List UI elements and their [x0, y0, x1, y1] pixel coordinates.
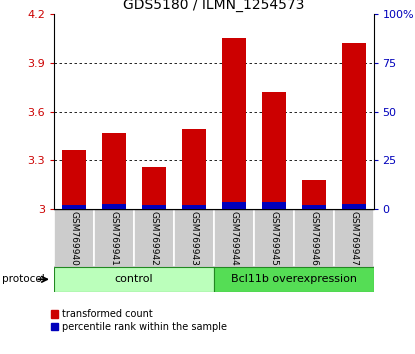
- Bar: [54, 209, 94, 267]
- Bar: [254, 209, 294, 267]
- Text: GSM769941: GSM769941: [110, 211, 118, 266]
- Text: GSM769947: GSM769947: [349, 211, 358, 266]
- Bar: [134, 209, 174, 267]
- Bar: [102, 133, 126, 209]
- Text: control: control: [115, 274, 153, 284]
- Bar: [182, 129, 206, 209]
- Text: GSM769940: GSM769940: [69, 211, 78, 266]
- Bar: [262, 92, 286, 209]
- Text: GSM769943: GSM769943: [189, 211, 198, 266]
- Text: protocol: protocol: [2, 274, 45, 284]
- Bar: [262, 202, 286, 209]
- Bar: [214, 267, 374, 292]
- Text: GSM769944: GSM769944: [229, 211, 238, 266]
- Bar: [54, 267, 214, 292]
- Text: GSM769946: GSM769946: [309, 211, 318, 266]
- Bar: [102, 204, 126, 209]
- Bar: [142, 167, 166, 209]
- Bar: [182, 205, 206, 209]
- Text: GSM769945: GSM769945: [269, 211, 278, 266]
- Bar: [294, 209, 334, 267]
- Legend: transformed count, percentile rank within the sample: transformed count, percentile rank withi…: [51, 309, 227, 332]
- Bar: [222, 39, 246, 209]
- Bar: [62, 205, 86, 209]
- Title: GDS5180 / ILMN_1254573: GDS5180 / ILMN_1254573: [123, 0, 305, 12]
- Bar: [142, 205, 166, 209]
- Text: GSM769942: GSM769942: [149, 211, 158, 266]
- Bar: [62, 150, 86, 209]
- Bar: [222, 202, 246, 209]
- Bar: [334, 209, 374, 267]
- Bar: [94, 209, 134, 267]
- Bar: [302, 180, 326, 209]
- Text: Bcl11b overexpression: Bcl11b overexpression: [231, 274, 356, 284]
- Bar: [342, 44, 366, 209]
- Bar: [214, 209, 254, 267]
- Bar: [342, 204, 366, 209]
- Bar: [174, 209, 214, 267]
- Bar: [302, 205, 326, 209]
